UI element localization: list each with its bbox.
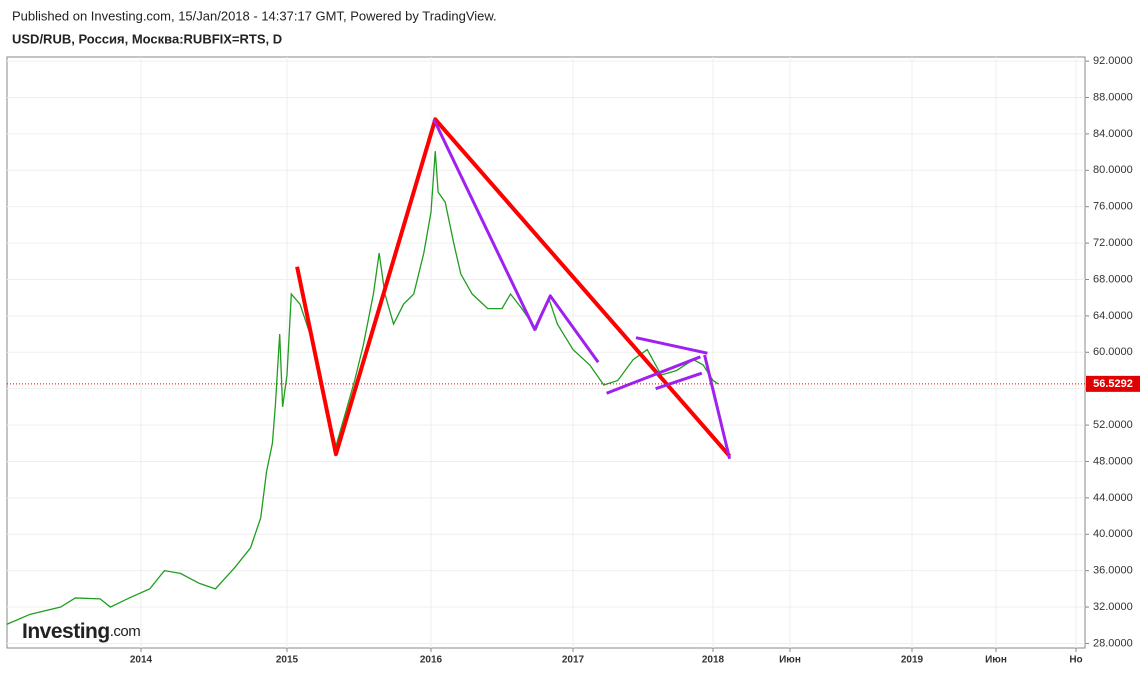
x-tick-label: 2015: [276, 655, 299, 666]
y-tick-label: 76.0000: [1093, 201, 1133, 213]
y-tick-label: 68.0000: [1093, 273, 1133, 285]
y-tick-label: 84.0000: [1093, 128, 1133, 140]
y-tick-label: 48.0000: [1093, 455, 1133, 467]
trend-drawing: [295, 117, 732, 458]
y-tick-label: 36.0000: [1093, 565, 1133, 577]
x-tick-label: Июн: [985, 655, 1007, 666]
y-tick-label: 64.0000: [1093, 310, 1133, 322]
x-tick-label: 2014: [130, 655, 153, 666]
x-tick-label: 2017: [562, 655, 585, 666]
y-tick-label: 80.0000: [1093, 164, 1133, 176]
trend-drawing: [432, 118, 600, 364]
header: Published on Investing.com, 15/Jan/2018 …: [12, 8, 497, 23]
logo: Investing.com: [22, 620, 140, 643]
last-price-box: [1086, 375, 1140, 392]
x-tick-label: 2016: [420, 655, 443, 666]
y-tick-label: 44.0000: [1093, 492, 1133, 504]
y-tick-label: 72.0000: [1093, 237, 1133, 249]
y-tick-label: 28.0000: [1093, 637, 1133, 649]
y-tick-label: 40.0000: [1093, 528, 1133, 540]
logo-suffix: .com: [110, 623, 141, 640]
price-line: [6, 151, 719, 625]
x-tick-label: 2018: [702, 655, 725, 666]
trend-drawing: [703, 354, 732, 460]
y-tick-label: 52.0000: [1093, 419, 1133, 431]
x-tick-label: Июн: [779, 655, 801, 666]
y-tick-label: 60.0000: [1093, 346, 1133, 358]
trend-drawing: [606, 355, 701, 395]
x-tick-label: 2019: [901, 655, 924, 666]
trend-drawing: [635, 336, 708, 355]
y-tick-label: 32.0000: [1093, 601, 1133, 613]
y-tick-label: 92.0000: [1093, 55, 1133, 67]
chart-title: USD/RUB, Россия, Москва:RUBFIX=RTS, D: [12, 31, 282, 46]
last-price-label: 56.5292: [1093, 378, 1133, 390]
logo-name: Investing: [22, 620, 110, 643]
x-tick-label: Но: [1069, 655, 1082, 666]
y-tick-label: 88.0000: [1093, 91, 1133, 103]
trend-drawing: [655, 371, 703, 391]
